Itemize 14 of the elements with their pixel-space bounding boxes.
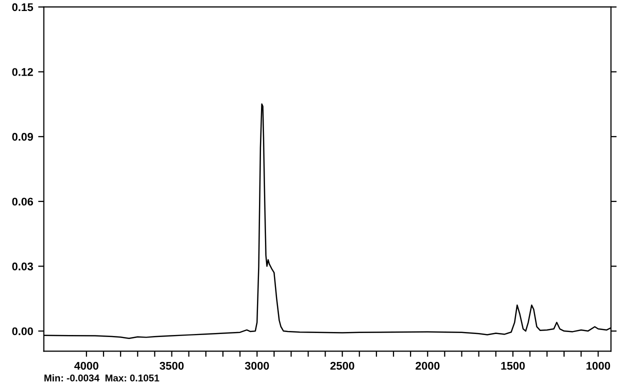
- x-tick-label: 2000: [416, 362, 440, 370]
- y-tick-label: 0.09: [12, 132, 33, 141]
- y-tick-label: 0.06: [12, 198, 34, 206]
- x-tick-label: 3500: [160, 362, 184, 370]
- x-tick-label: 1500: [501, 362, 525, 370]
- x-tick-label: 3000: [244, 362, 269, 370]
- x-tick-label: 4000: [74, 362, 98, 370]
- x-tick-label: 2500: [330, 362, 354, 370]
- y-tick-label: 0.03: [12, 262, 34, 270]
- y-tick-label: 0.00: [12, 327, 33, 336]
- y-tick-label: 0.12: [12, 68, 33, 76]
- x-tick-label: 1000: [586, 362, 610, 370]
- text: Min: -0.0034 Max: 0.1051: [44, 374, 160, 382]
- y-tick-label: 0.15: [12, 3, 34, 12]
